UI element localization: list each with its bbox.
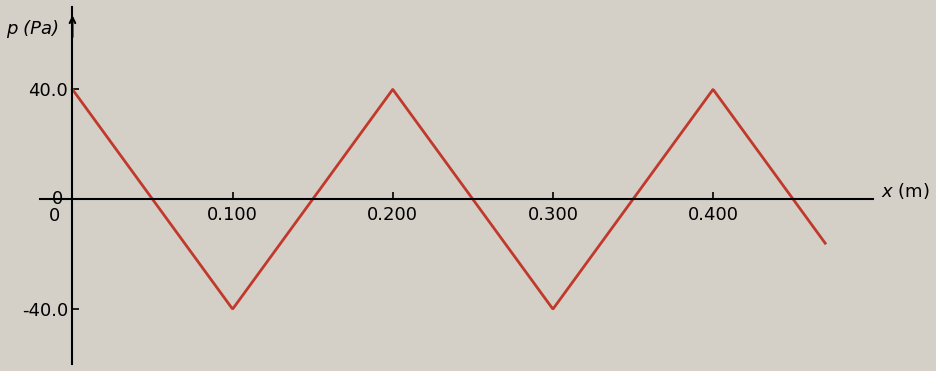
Text: 0: 0 <box>51 190 63 208</box>
Text: p (Pa): p (Pa) <box>6 20 59 38</box>
Text: $x$ (m): $x$ (m) <box>881 181 930 201</box>
Text: 0: 0 <box>49 207 60 225</box>
